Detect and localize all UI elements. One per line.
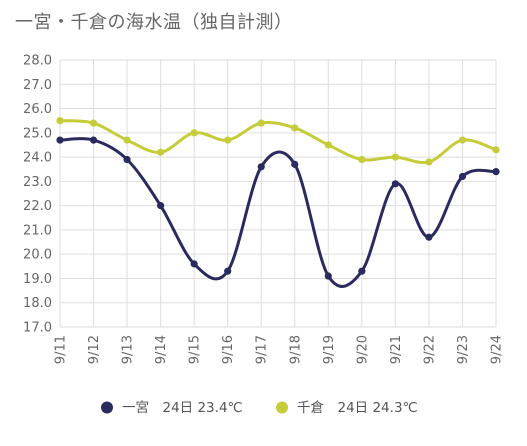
legend-label: 千倉 24日 24.3℃ — [297, 400, 418, 416]
data-point[interactable] — [257, 119, 265, 127]
data-point[interactable] — [358, 155, 366, 164]
data-point[interactable] — [458, 136, 467, 144]
data-point[interactable] — [157, 148, 165, 156]
y-axis-ticks: 17.0 18.0 19.0 20.0 21.0 22.0 23.0 24.0 25.0 26.0… — [23, 54, 52, 336]
y-tick-label: 24.0 — [23, 151, 52, 166]
x-tick-label: 9/23 — [456, 335, 471, 364]
y-tick-label: 23.0 — [23, 175, 52, 190]
data-point[interactable] — [89, 119, 98, 127]
grid-lines — [59, 59, 497, 328]
data-point[interactable] — [391, 153, 399, 161]
data-point[interactable] — [324, 141, 332, 149]
data-point[interactable] — [123, 136, 131, 144]
data-point[interactable] — [56, 117, 64, 125]
series-line — [58, 137, 498, 288]
y-tick-label: 19.0 — [23, 272, 52, 287]
x-tick-label: 9/12 — [87, 335, 102, 364]
data-point[interactable] — [324, 272, 332, 280]
data-point[interactable] — [157, 202, 165, 210]
data-point[interactable] — [358, 267, 366, 275]
data-point[interactable] — [291, 160, 299, 168]
data-point[interactable] — [458, 172, 467, 181]
x-tick-label: 9/22 — [422, 335, 437, 364]
legend-item-2[interactable]: 千倉 24日 24.3℃ — [276, 400, 418, 416]
data-point[interactable] — [224, 267, 232, 275]
x-axis-ticks: 9/11 9/12 9/13 9/14 9/15 9/16 9/17 9/18 9/19 9/20… — [54, 335, 505, 364]
y-tick-label: 21.0 — [23, 223, 52, 238]
y-tick-label: 20.0 — [23, 248, 52, 263]
x-tick-label: 9/17 — [255, 335, 270, 364]
y-tick-label: 25.0 — [23, 126, 52, 141]
data-point[interactable] — [291, 124, 299, 132]
x-tick-label: 9/18 — [288, 335, 303, 364]
series-1 — [56, 136, 500, 288]
data-point[interactable] — [257, 163, 265, 171]
y-tick-label: 17.0 — [23, 321, 52, 336]
y-tick-label: 28.0 — [23, 54, 52, 69]
x-tick-label: 9/14 — [154, 335, 169, 364]
data-point[interactable] — [391, 180, 399, 188]
legend-marker — [276, 401, 288, 414]
y-tick-label: 18.0 — [23, 296, 52, 311]
data-point[interactable] — [190, 260, 198, 268]
data-point[interactable] — [89, 136, 98, 144]
x-tick-label: 9/24 — [490, 335, 505, 364]
y-tick-label: 22.0 — [23, 199, 52, 214]
series-group — [56, 117, 500, 288]
data-point[interactable] — [492, 168, 500, 176]
legend-item-1[interactable]: 一宮 24日 23.4℃ — [101, 400, 243, 416]
data-point[interactable] — [492, 146, 500, 154]
data-point[interactable] — [56, 136, 64, 144]
y-tick-label: 26.0 — [23, 102, 52, 117]
data-point[interactable] — [425, 233, 433, 241]
x-tick-label: 9/19 — [322, 335, 337, 364]
y-tick-label: 27.0 — [23, 78, 52, 93]
data-point[interactable] — [123, 155, 131, 164]
x-tick-label: 9/15 — [188, 335, 203, 364]
data-point[interactable] — [190, 129, 198, 137]
x-tick-label: 9/16 — [221, 335, 236, 364]
data-point[interactable] — [224, 136, 232, 144]
x-tick-label: 9/21 — [389, 335, 404, 364]
legend-label: 一宮 24日 23.4℃ — [122, 400, 243, 416]
x-tick-label: 9/20 — [355, 335, 370, 364]
x-tick-label: 9/11 — [54, 335, 69, 364]
chart-title: 一宮・千倉の海水温（独自計測） — [15, 12, 293, 33]
x-tick-label: 9/13 — [121, 335, 136, 364]
series-2 — [56, 117, 500, 166]
legend-marker — [101, 401, 113, 414]
legend[interactable]: 一宮 24日 23.4℃ 千倉 24日 24.3℃ — [101, 400, 418, 416]
data-point[interactable] — [425, 158, 433, 166]
